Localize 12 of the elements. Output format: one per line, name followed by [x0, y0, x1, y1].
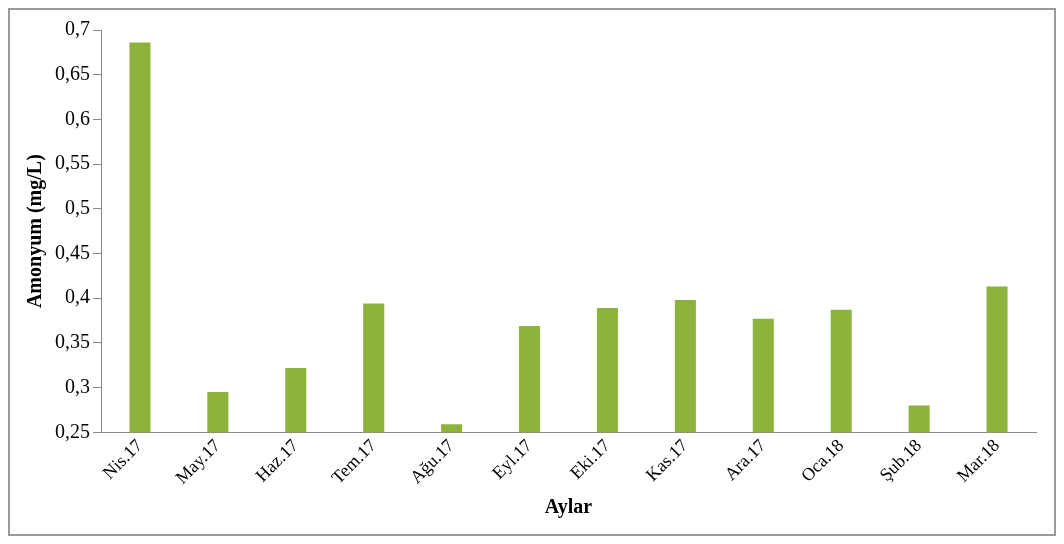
y-tick-label: 0,25	[55, 419, 90, 442]
y-tick-label: 0,4	[65, 285, 90, 308]
y-tick-label: 0,3	[65, 374, 90, 397]
y-tick-label: 0,6	[65, 106, 90, 129]
y-axis-title: Amonyum (mg/L)	[23, 154, 47, 309]
y-tick-label: 0,45	[55, 240, 90, 263]
y-tick-label: 0,5	[65, 196, 90, 219]
y-tick-label: 0,7	[65, 17, 90, 40]
y-tick-label: 0,65	[55, 61, 90, 84]
y-tick-label: 0,55	[55, 151, 90, 174]
y-tick-label: 0,35	[55, 330, 90, 353]
x-axis-title: Aylar	[544, 495, 593, 519]
